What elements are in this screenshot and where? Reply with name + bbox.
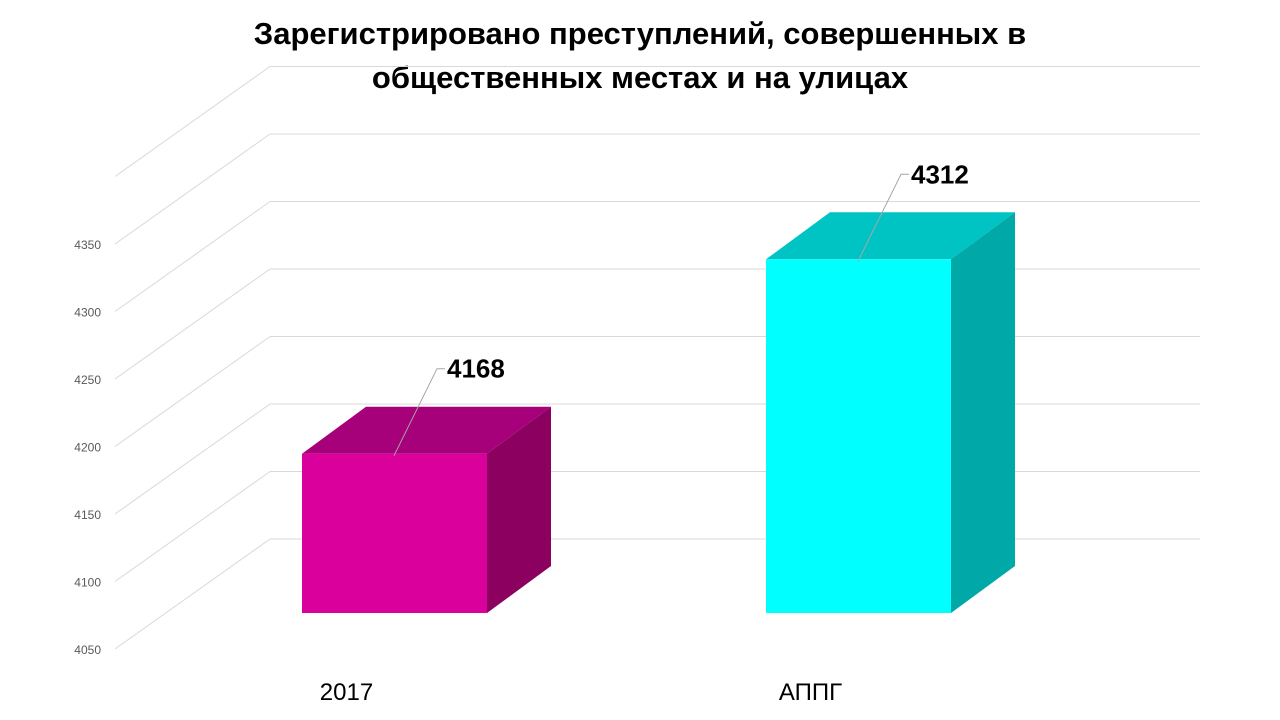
bar-side-face xyxy=(951,212,1015,614)
chart-title: Зарегистрировано преступлений, совершенн… xyxy=(140,12,1140,100)
grid-line xyxy=(114,66,1200,177)
y-axis: 4050 4100 4150 4200 4250 4300 4350 xyxy=(74,238,101,657)
data-label: 4168 xyxy=(447,354,505,384)
x-axis: 2017 АППГ xyxy=(320,679,842,706)
bars xyxy=(302,212,1015,614)
leader-line xyxy=(857,173,909,262)
grid-line xyxy=(114,133,1200,245)
x-category-label: 2017 xyxy=(320,679,373,706)
bar-side-face xyxy=(487,406,551,613)
bar-first xyxy=(302,406,551,613)
bar-top-face xyxy=(302,406,551,454)
data-labels: 4168 4312 xyxy=(393,159,969,456)
grid-line xyxy=(114,268,1200,380)
y-tick-label: 4350 xyxy=(74,238,101,252)
grid-line xyxy=(114,201,1200,312)
bar-front-face xyxy=(766,259,951,613)
bar-second xyxy=(766,212,1015,614)
x-category-label: АППГ xyxy=(779,679,842,706)
chart-title-line-2: общественных местах и на улицах xyxy=(371,60,909,95)
leader-line xyxy=(393,368,445,456)
y-tick-label: 4100 xyxy=(74,576,101,590)
data-label-group: 4312 xyxy=(857,159,969,262)
grid-line xyxy=(114,471,1200,582)
y-tick-label: 4200 xyxy=(74,441,101,455)
grid-lines xyxy=(114,66,1200,650)
data-label-group: 4168 xyxy=(393,354,505,456)
chart-title-line-1: Зарегистрировано преступлений, совершенн… xyxy=(253,16,1027,51)
y-tick-label: 4250 xyxy=(74,373,101,387)
bar-front-face xyxy=(302,453,487,613)
y-tick-label: 4150 xyxy=(74,508,101,522)
data-label: 4312 xyxy=(911,159,969,189)
grid-line xyxy=(114,403,1200,515)
y-tick-label: 4050 xyxy=(74,643,101,657)
grid-line xyxy=(114,336,1200,447)
bar-top-face xyxy=(766,212,1015,260)
y-tick-label: 4300 xyxy=(74,306,101,320)
grid-line xyxy=(114,538,1200,650)
